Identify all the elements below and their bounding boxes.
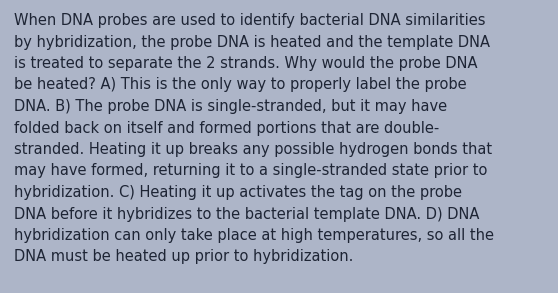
Text: stranded. Heating it up breaks any possible hydrogen bonds that: stranded. Heating it up breaks any possi… (14, 142, 492, 157)
Text: may have formed, returning it to a single-stranded state prior to: may have formed, returning it to a singl… (14, 163, 487, 178)
Text: When DNA probes are used to identify bacterial DNA similarities: When DNA probes are used to identify bac… (14, 13, 485, 28)
Text: DNA before it hybridizes to the bacterial template DNA. D) DNA: DNA before it hybridizes to the bacteria… (14, 207, 479, 222)
Text: DNA must be heated up prior to hybridization.: DNA must be heated up prior to hybridiza… (14, 250, 353, 265)
Text: DNA. B) The probe DNA is single-stranded, but it may have: DNA. B) The probe DNA is single-stranded… (14, 99, 447, 114)
Text: hybridization. C) Heating it up activates the tag on the probe: hybridization. C) Heating it up activate… (14, 185, 462, 200)
Text: by hybridization, the probe DNA is heated and the template DNA: by hybridization, the probe DNA is heate… (14, 35, 490, 50)
Text: is treated to separate the 2 strands. Why would the probe DNA: is treated to separate the 2 strands. Wh… (14, 56, 478, 71)
Text: hybridization can only take place at high temperatures, so all the: hybridization can only take place at hig… (14, 228, 494, 243)
Text: be heated? A) This is the only way to properly label the probe: be heated? A) This is the only way to pr… (14, 78, 466, 93)
Text: folded back on itself and formed portions that are double-: folded back on itself and formed portion… (14, 120, 439, 135)
